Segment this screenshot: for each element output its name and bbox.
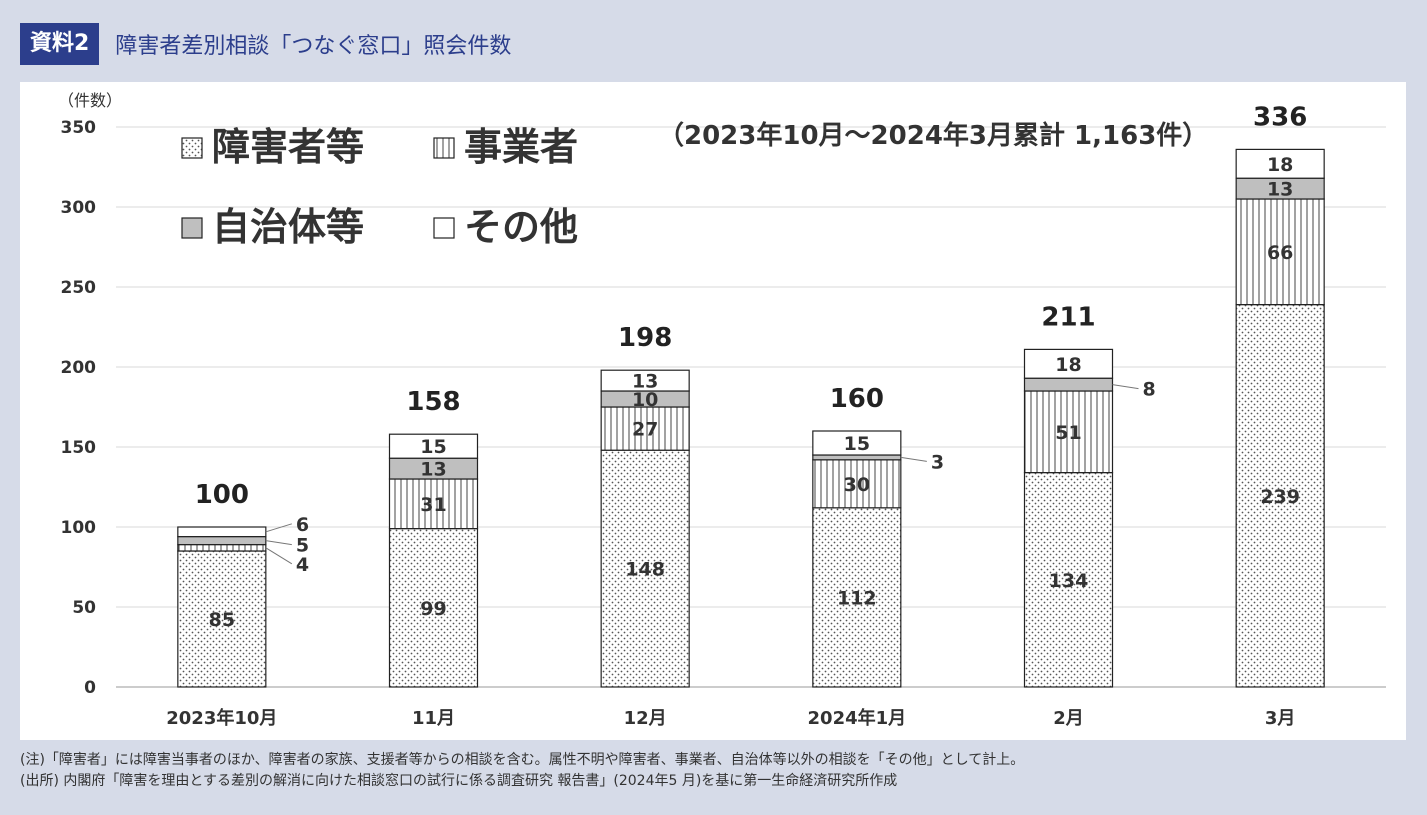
y-axis-label: （件数）: [58, 91, 122, 110]
bar-segment: [177, 550, 267, 688]
bar-segment: [177, 536, 267, 546]
bar-segment: [388, 478, 479, 530]
data-label: 8: [1143, 379, 1156, 401]
data-label: 3: [931, 451, 944, 473]
bar-segment: [177, 544, 267, 552]
notes: (注)「障害者」には障害当事者のほか、障害者の家族、支援者等からの相談を含む。属…: [20, 750, 1024, 792]
bar-segment: [1023, 472, 1114, 688]
total-label: 336: [1253, 102, 1307, 132]
figure-title: 障害者差別相談「つなぐ窓口」照会件数: [115, 34, 512, 59]
bar-segment: [177, 526, 267, 538]
y-tick-label: 0: [84, 678, 96, 698]
callout-line: [265, 540, 292, 546]
x-tick-label: 12月: [624, 708, 667, 729]
total-label: 100: [195, 480, 249, 510]
total-label: 160: [830, 384, 884, 414]
bar-segment: [1235, 198, 1325, 306]
x-tick-label: 2月: [1053, 708, 1084, 729]
y-tick-label: 300: [61, 198, 97, 218]
data-label: 134: [1049, 570, 1089, 592]
data-label: 10: [632, 389, 658, 411]
bar-segment: [600, 369, 690, 392]
data-label: 148: [625, 559, 665, 581]
y-tick-label: 350: [61, 118, 97, 138]
y-tick-label: 200: [61, 358, 97, 378]
note-line: (注)「障害者」には障害当事者のほか、障害者の家族、支援者等からの相談を含む。属…: [20, 752, 1025, 768]
y-tick-label: 50: [72, 598, 96, 618]
data-label: 85: [209, 609, 235, 631]
data-label: 4: [296, 554, 309, 576]
data-label: 13: [632, 371, 658, 393]
bar-segment: [1235, 148, 1325, 179]
chart-panel: 0 50 100 150 200 250 300 350 （件数） 85 4 5 6 100 2023年1…: [20, 82, 1406, 740]
total-label: 211: [1041, 302, 1095, 332]
data-label: 31: [420, 494, 446, 516]
data-label: 66: [1267, 242, 1293, 264]
data-label: 27: [632, 419, 658, 441]
cumulative-annotation: （2023年10月～2024年3月累計 1,163件）: [658, 120, 1208, 151]
total-label: 198: [618, 323, 672, 353]
callout-line: [265, 523, 292, 533]
data-label: 30: [844, 474, 870, 496]
data-label: 239: [1260, 486, 1300, 508]
figure-badge: 資料2: [20, 23, 100, 65]
y-tick-label: 100: [61, 518, 97, 538]
x-tick-label: 3月: [1265, 708, 1296, 729]
y-tick-label: 150: [61, 438, 97, 458]
bar-segment: [812, 459, 902, 509]
bar-segment: [1235, 304, 1325, 688]
data-label: 13: [1267, 179, 1293, 201]
data-label: 18: [1055, 354, 1081, 376]
data-label: 13: [420, 459, 446, 481]
bar-segment: [388, 528, 479, 688]
source-line: (出所) 内閣府「障害を理由とする差別の解消に向けた相談窓口の試行に係る調査研究…: [20, 773, 898, 789]
x-tick-label: 2024年1月: [808, 707, 907, 729]
callout-line: [1112, 384, 1139, 390]
legend-swatch: [433, 217, 455, 239]
legend-label: 自治体等: [212, 205, 364, 249]
data-label: 5: [296, 535, 309, 557]
data-label: 99: [420, 598, 446, 620]
data-label: 15: [844, 433, 870, 455]
bar-segment: [812, 454, 902, 461]
data-label: 15: [420, 436, 446, 458]
legend-swatch: [181, 217, 203, 239]
legend-label: 事業者: [464, 125, 578, 169]
callout-line: [265, 547, 293, 565]
x-tick-label: 11月: [412, 708, 455, 729]
bar-segment: [1023, 377, 1114, 392]
y-tick-label: 250: [61, 278, 97, 298]
callout-line: [900, 456, 927, 462]
data-label: 112: [837, 587, 877, 609]
data-label: 18: [1267, 154, 1293, 176]
bar-segment: [812, 430, 902, 456]
legend-swatch: [181, 137, 203, 159]
legend-label: その他: [464, 205, 578, 249]
bar-segment: [600, 449, 690, 688]
bar-segment: [388, 433, 479, 459]
bar-segment: [1023, 348, 1114, 379]
legend-label: 障害者等: [212, 125, 364, 169]
data-label: 6: [296, 514, 309, 536]
total-label: 158: [406, 387, 460, 417]
legend-swatch: [433, 137, 455, 159]
x-tick-label: 2023年10月: [166, 707, 277, 729]
figure-header: 資料2 障害者差別相談「つなぐ窓口」照会件数: [20, 22, 511, 66]
stacked-bar-chart: 0 50 100 150 200 250 300 350 （件数） 85 456 100 2023年1…: [58, 91, 1386, 729]
data-label: 51: [1055, 422, 1081, 444]
